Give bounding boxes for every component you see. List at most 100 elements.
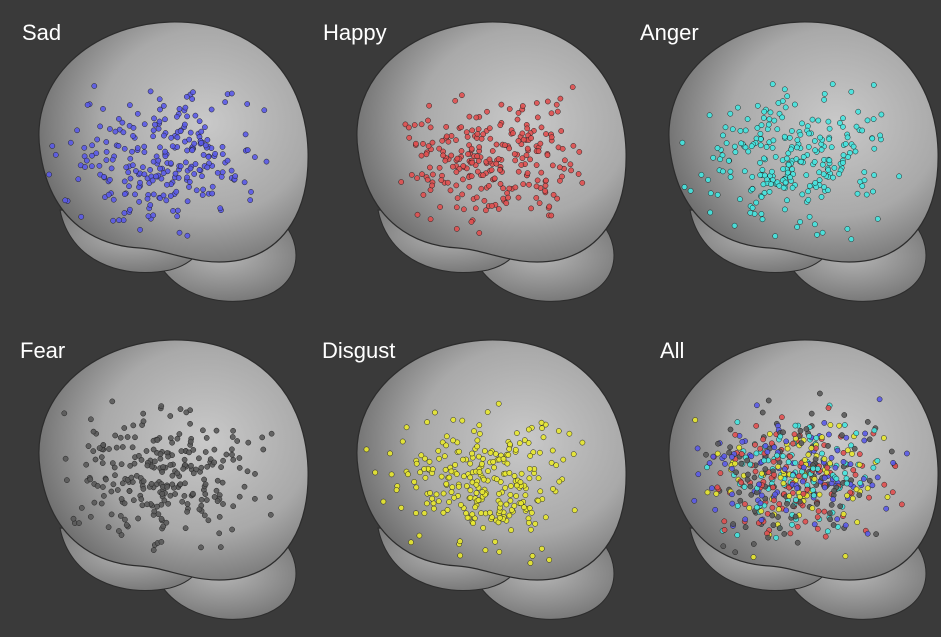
dot xyxy=(687,187,694,194)
dot xyxy=(761,108,768,115)
dot xyxy=(814,501,820,507)
dot xyxy=(167,413,174,419)
dot xyxy=(141,121,148,128)
dot xyxy=(550,486,556,492)
dot xyxy=(744,476,751,483)
dot xyxy=(432,409,438,416)
dot xyxy=(458,502,464,508)
dot xyxy=(176,106,183,112)
dot xyxy=(527,156,533,163)
dot xyxy=(100,484,106,490)
dot xyxy=(469,159,476,166)
dot xyxy=(425,143,432,149)
dot xyxy=(413,140,419,147)
dot xyxy=(818,194,825,200)
dot xyxy=(388,471,395,478)
dot xyxy=(244,468,251,475)
dot xyxy=(515,110,522,116)
dot xyxy=(742,127,749,134)
dot xyxy=(819,450,825,457)
dot xyxy=(174,134,181,141)
dot xyxy=(189,147,196,154)
dot xyxy=(758,517,765,523)
dot xyxy=(837,120,843,126)
dot xyxy=(797,219,803,225)
dot xyxy=(771,471,777,478)
dot xyxy=(549,162,556,169)
dot xyxy=(152,121,158,128)
dot xyxy=(187,420,193,427)
dot xyxy=(526,181,532,188)
dot xyxy=(107,126,113,132)
dot xyxy=(726,449,732,456)
dot xyxy=(792,101,798,108)
dot xyxy=(827,460,833,467)
dot xyxy=(824,464,831,471)
dot xyxy=(814,231,820,238)
dot xyxy=(454,195,461,201)
dot xyxy=(748,453,755,460)
dot xyxy=(164,484,171,490)
dot xyxy=(804,486,811,493)
dot xyxy=(193,187,200,194)
dot xyxy=(857,480,863,486)
brain xyxy=(668,21,939,263)
dot xyxy=(821,508,828,515)
dot xyxy=(806,130,812,137)
brain xyxy=(356,21,627,263)
dot xyxy=(769,512,776,519)
dot xyxy=(579,439,586,446)
dot xyxy=(190,447,197,453)
dot xyxy=(864,117,871,124)
dot xyxy=(196,167,203,173)
dot xyxy=(748,491,755,498)
dot xyxy=(884,494,891,500)
dot xyxy=(130,162,136,169)
dot xyxy=(448,133,455,139)
dot xyxy=(777,474,784,481)
dot xyxy=(198,544,204,551)
dot xyxy=(506,446,513,452)
dot xyxy=(764,126,771,133)
dot xyxy=(183,159,189,166)
dot xyxy=(794,137,801,143)
dot xyxy=(487,509,493,516)
dot xyxy=(864,530,871,537)
dot xyxy=(878,111,885,118)
dot xyxy=(742,144,749,151)
dot xyxy=(816,177,823,183)
dot xyxy=(706,460,713,466)
dot xyxy=(543,177,549,184)
dot xyxy=(123,522,130,528)
dot xyxy=(537,140,544,147)
dot xyxy=(542,514,549,521)
dot xyxy=(713,490,720,497)
dot xyxy=(424,500,430,507)
dot xyxy=(772,233,779,239)
dot xyxy=(827,516,833,523)
dot xyxy=(870,82,877,88)
dot xyxy=(800,490,807,497)
dot xyxy=(812,180,819,186)
dot xyxy=(190,490,196,497)
dot xyxy=(758,492,765,499)
dot xyxy=(770,522,777,529)
dot xyxy=(189,96,196,102)
dot xyxy=(263,158,270,165)
dot xyxy=(101,174,107,180)
dot xyxy=(841,412,848,418)
dot xyxy=(528,509,535,516)
dot xyxy=(798,440,805,446)
dot xyxy=(821,456,828,462)
dot xyxy=(810,487,816,493)
dot xyxy=(74,127,80,134)
dot xyxy=(106,446,112,452)
dot xyxy=(419,171,425,178)
dot xyxy=(727,426,734,433)
dot xyxy=(870,464,877,471)
dot xyxy=(738,460,745,467)
dot xyxy=(414,175,420,181)
dot xyxy=(78,505,85,511)
dot xyxy=(738,479,745,486)
dot xyxy=(510,130,516,137)
